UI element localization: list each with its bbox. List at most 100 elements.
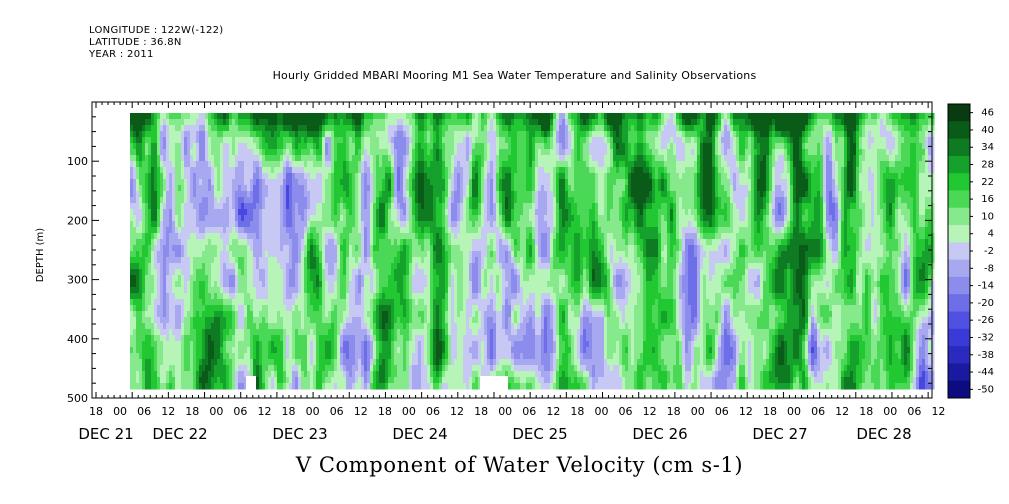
field-cell [445, 245, 449, 252]
field-cell [385, 323, 389, 330]
field-cell [160, 287, 164, 294]
field-cell [412, 233, 416, 240]
field-cell [274, 365, 278, 372]
field-cell [196, 311, 200, 318]
field-cell [136, 311, 140, 318]
field-cell [445, 137, 449, 144]
field-cell [340, 353, 344, 360]
field-cell [364, 245, 368, 252]
field-cell [397, 209, 401, 216]
field-cell [433, 215, 437, 222]
field-cell [145, 155, 149, 162]
field-cell [256, 185, 260, 192]
field-cell [178, 377, 182, 384]
field-cell [256, 143, 260, 150]
field-cell [271, 371, 275, 378]
field-cell [214, 353, 218, 360]
field-cell [424, 371, 428, 378]
field-cell [430, 299, 434, 306]
field-cell [367, 281, 371, 288]
field-cell [319, 287, 323, 294]
field-cell [181, 365, 185, 372]
field-cell [379, 251, 383, 258]
field-cell [142, 233, 146, 240]
field-cell [418, 299, 422, 306]
field-cell [343, 209, 347, 216]
field-cell [151, 281, 155, 288]
field-cell [133, 377, 137, 384]
field-cell [226, 167, 230, 174]
field-cell [172, 269, 176, 276]
field-cell [394, 239, 398, 246]
field-cell [223, 233, 227, 240]
field-cell [298, 281, 302, 288]
field-cell [160, 281, 164, 288]
field-cell [334, 233, 338, 240]
field-cell [382, 125, 386, 132]
field-cell [181, 185, 185, 192]
field-cell [412, 215, 416, 222]
field-cell [178, 239, 182, 246]
field-cell [385, 197, 389, 204]
field-cell [397, 167, 401, 174]
field-cell [250, 209, 254, 216]
field-cell [232, 269, 236, 276]
field-cell [166, 209, 170, 216]
field-cell [184, 185, 188, 192]
field-cell [421, 179, 425, 186]
field-cell [448, 251, 452, 258]
field-cell [412, 149, 416, 156]
field-cell [208, 299, 212, 306]
field-cell [157, 263, 161, 270]
field-cell [214, 347, 218, 354]
field-cell [289, 383, 293, 390]
field-cell [436, 299, 440, 306]
field-cell [298, 221, 302, 228]
field-cell [427, 353, 431, 360]
field-cell [376, 329, 380, 336]
field-cell [154, 263, 158, 270]
field-cell [148, 377, 152, 384]
field-cell [340, 311, 344, 318]
field-cell [202, 329, 206, 336]
field-cell [319, 281, 323, 288]
field-cell [244, 239, 248, 246]
field-cell [442, 173, 446, 180]
field-cell [274, 119, 278, 126]
field-cell [319, 137, 323, 144]
field-cell [349, 311, 353, 318]
field-cell [361, 347, 365, 354]
field-cell [346, 227, 350, 234]
field-cell [397, 179, 401, 186]
field-cell [304, 245, 308, 252]
field-cell [316, 155, 320, 162]
field-cell [259, 365, 263, 372]
field-cell [247, 137, 251, 144]
field-cell [184, 161, 188, 168]
field-cell [211, 113, 215, 120]
field-cell [274, 239, 278, 246]
field-cell [202, 275, 206, 282]
field-cell [178, 371, 182, 378]
field-cell [151, 299, 155, 306]
field-cell [451, 161, 455, 168]
field-cell [289, 227, 293, 234]
field-cell [247, 329, 251, 336]
field-cell [166, 113, 170, 120]
field-cell [277, 155, 281, 162]
field-cell [364, 167, 368, 174]
field-cell [214, 365, 218, 372]
field-cell [340, 155, 344, 162]
field-cell [340, 125, 344, 132]
field-cell [280, 341, 284, 348]
field-cell [403, 149, 407, 156]
field-cell [169, 335, 173, 342]
field-cell [208, 197, 212, 204]
field-cell [280, 353, 284, 360]
field-cell [397, 323, 401, 330]
field-cell [286, 365, 290, 372]
field-cell [217, 335, 221, 342]
field-cell [307, 185, 311, 192]
field-cell [409, 203, 413, 210]
field-cell [271, 341, 275, 348]
